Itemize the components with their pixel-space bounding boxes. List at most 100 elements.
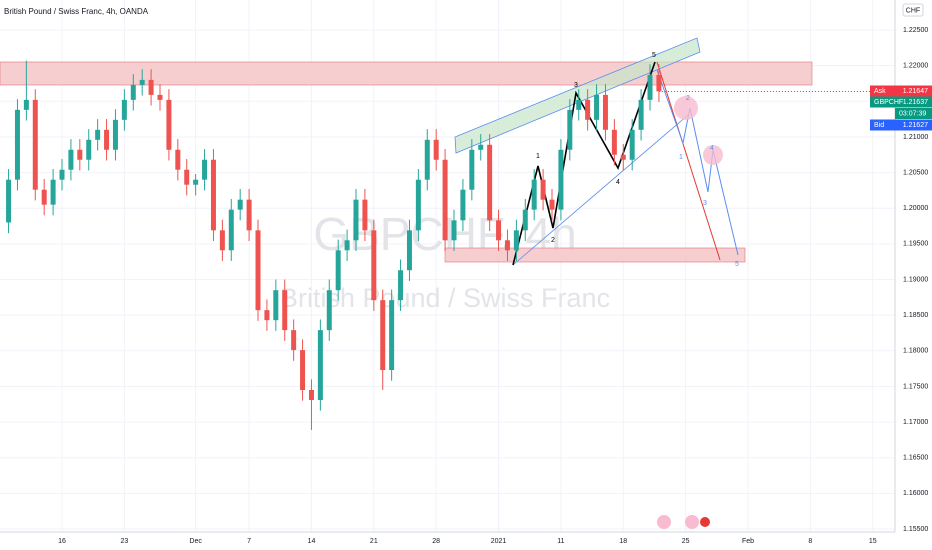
- candle-body: [184, 169, 190, 185]
- wave-label: 2: [686, 95, 690, 102]
- candle-body: [594, 94, 600, 120]
- wedge-line: [512, 114, 689, 266]
- x-tick-label: Dec: [189, 538, 202, 545]
- candle-body: [531, 179, 537, 210]
- indicator-icons: [657, 515, 710, 529]
- wave-label: 5: [735, 261, 739, 268]
- candle-body: [166, 99, 172, 150]
- candle-body: [433, 139, 439, 160]
- candle-body: [442, 159, 448, 241]
- candle-body: [540, 179, 546, 200]
- candle-body: [282, 290, 288, 331]
- candle-body: [362, 199, 368, 231]
- candle-body: [50, 179, 56, 205]
- candle-body: [620, 154, 626, 160]
- candle-body: [317, 330, 323, 400]
- x-tick-label: Feb: [742, 538, 754, 545]
- x-tick-label: 7: [247, 538, 251, 545]
- candle-body: [291, 330, 297, 351]
- y-tick-label: 1.18000: [903, 348, 928, 355]
- wave-label: 4: [710, 145, 714, 152]
- candle-body: [175, 149, 181, 170]
- y-tick-label: 1.17500: [903, 383, 928, 390]
- candle-body: [380, 300, 386, 371]
- x-tick-label: 2021: [491, 538, 507, 545]
- wave-label: 4: [616, 179, 620, 186]
- target-circle: [703, 145, 723, 165]
- candle-body: [335, 250, 341, 291]
- wave-label: 2: [551, 237, 555, 244]
- y-tick-label: 1.19000: [903, 276, 928, 283]
- candle-body: [68, 149, 74, 170]
- candle-body: [95, 129, 101, 140]
- price-axis: [895, 0, 932, 550]
- candle-body: [41, 189, 47, 205]
- candle-body: [344, 240, 350, 251]
- candle-body: [406, 230, 412, 271]
- y-tick-label: 1.16000: [903, 490, 928, 497]
- candle-body: [656, 74, 662, 92]
- candle-body: [237, 199, 243, 210]
- price-label-box: [870, 85, 932, 97]
- x-tick-label: 18: [619, 538, 627, 545]
- candle-body: [139, 79, 145, 85]
- candle-body: [300, 350, 306, 391]
- y-tick-label: 1.15500: [903, 526, 928, 533]
- countdown-box: [895, 108, 932, 119]
- candle-body: [585, 99, 591, 120]
- x-tick-label: 28: [432, 538, 440, 545]
- projection-waves: [656, 69, 739, 256]
- candle-body: [202, 159, 208, 180]
- x-tick-label: 8: [808, 538, 812, 545]
- y-tick-label: 1.21000: [903, 134, 928, 141]
- candle-body: [193, 179, 199, 185]
- price-label-name: Ask: [874, 88, 886, 95]
- axes: 1.15500 1.16000 1.16500 1.17000 1.17500 1.180…: [58, 27, 932, 545]
- candle-body: [469, 149, 475, 190]
- candle-body: [228, 209, 234, 251]
- y-tick-label: 1.18500: [903, 312, 928, 319]
- x-tick-label: 15: [869, 538, 877, 545]
- candle-body: [112, 119, 118, 150]
- price-label-name: Bid: [874, 122, 884, 129]
- x-tick-label: 25: [682, 538, 690, 545]
- candle-body: [549, 199, 555, 210]
- candle-body: [451, 220, 457, 241]
- candle-body: [398, 270, 404, 301]
- candle-body: [121, 99, 127, 120]
- candle-body: [32, 99, 38, 190]
- price-label-value: 1.21647: [903, 88, 928, 95]
- resistance-zone: [0, 61, 813, 86]
- candle-body: [77, 149, 83, 160]
- countdown: 03:07:39: [899, 110, 926, 117]
- y-tick-label: 1.22500: [903, 27, 928, 34]
- candle-body: [504, 240, 510, 251]
- labels: 1 2 3 4 5 2 1 4 3 5: [536, 52, 739, 268]
- candle-body: [496, 220, 502, 241]
- candle-body: [460, 189, 466, 221]
- candle-body: [264, 310, 270, 321]
- price-label-box: [870, 96, 932, 108]
- wave-label: 5: [652, 52, 656, 59]
- candle-body: [219, 230, 225, 251]
- candle-body: [647, 74, 653, 100]
- candle-body: [389, 300, 395, 371]
- candle-body: [148, 79, 154, 95]
- candle-body: [638, 99, 644, 130]
- candle-body: [326, 290, 332, 331]
- candle-body: [255, 230, 261, 311]
- candle-body: [14, 109, 20, 180]
- y-tick-label: 1.20000: [903, 205, 928, 212]
- candle-body: [478, 144, 484, 150]
- candle-body: [567, 109, 573, 150]
- x-tick-label: 11: [557, 538, 564, 545]
- candle-body: [353, 199, 359, 241]
- price-label-name: GBPCHF: [874, 99, 903, 106]
- candle-body: [308, 390, 314, 400]
- candle-body: [6, 179, 12, 223]
- candle-body: [130, 84, 136, 100]
- candle-body: [513, 230, 519, 251]
- candle-body: [576, 99, 582, 110]
